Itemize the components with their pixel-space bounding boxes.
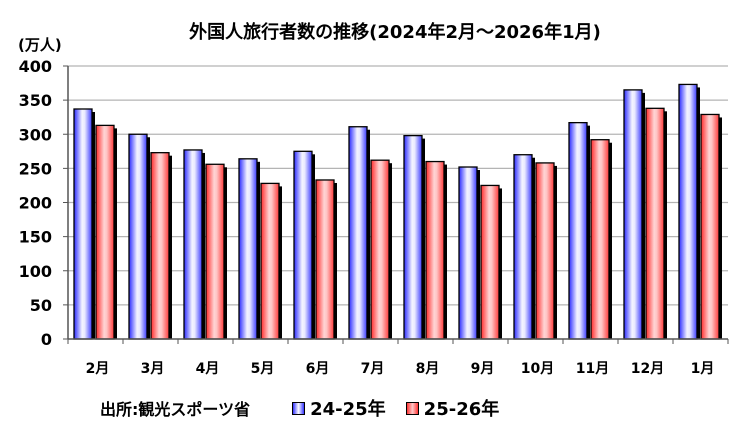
y-tick-label: 50: [30, 296, 52, 315]
legend-swatch-blue: [292, 401, 306, 415]
bar: [260, 182, 280, 340]
bar: [678, 83, 698, 340]
bar: [205, 163, 225, 340]
x-tick-label: 12月: [631, 361, 664, 377]
x-tick-label: 10月: [521, 361, 554, 377]
bar: [150, 152, 170, 340]
legend-label: 25-26年: [423, 399, 500, 420]
x-tick-label: 9月: [471, 361, 495, 377]
bar: [568, 121, 588, 340]
y-axis-unit-label: (万人): [18, 36, 62, 54]
gridlines: [68, 65, 728, 306]
bar: [458, 166, 478, 340]
legend-swatch-red: [405, 401, 419, 415]
bar: [590, 139, 610, 340]
bar: [95, 124, 115, 340]
bar: [183, 149, 203, 340]
source-note: 出所:観光スポーツ省: [100, 400, 251, 419]
x-tick-label: 4月: [196, 361, 220, 377]
x-tick-label: 2月: [86, 361, 110, 377]
y-tick-label: 200: [19, 194, 52, 213]
y-tick-label: 100: [19, 262, 52, 281]
chart-title: 外国人旅行者数の推移(2024年2月～2026年1月): [189, 22, 601, 43]
y-tick-label: 150: [19, 228, 52, 247]
bar: [535, 162, 555, 340]
bar: [623, 89, 643, 340]
x-tick-label: 3月: [141, 361, 165, 377]
bar: [73, 108, 93, 340]
y-tick-label: 300: [19, 125, 52, 144]
x-tick-label: 5月: [251, 361, 275, 377]
bar: [348, 126, 368, 340]
x-axis-ticks: 2月 3月 4月 5月 6月 7月 8月 9月 10月 11月 12月 1月: [86, 361, 715, 377]
x-tick-label: 7月: [361, 361, 385, 377]
x-tick-label: 6月: [306, 361, 330, 377]
bar: [315, 179, 335, 340]
bar: [513, 154, 533, 340]
chart-footer: 出所:観光スポーツ省 24-25年 25-26年: [100, 395, 519, 421]
legend-item-24-25: 24-25年: [292, 395, 386, 421]
bar-series: [73, 83, 722, 340]
y-tick-label: 400: [19, 57, 52, 76]
bar: [480, 184, 500, 340]
x-tick-label: 1月: [691, 361, 715, 377]
bar: [238, 158, 258, 340]
y-tick-label: 350: [19, 91, 52, 110]
bar: [370, 159, 390, 340]
y-tick-label: 0: [41, 330, 52, 349]
bar: [293, 150, 313, 340]
x-tick-label: 8月: [416, 361, 440, 377]
x-tick-label: 11月: [576, 361, 609, 377]
y-tick-label: 250: [19, 159, 52, 178]
bar: [403, 134, 423, 340]
bar: [700, 113, 720, 340]
bar: [425, 160, 445, 340]
bar: [645, 107, 665, 340]
legend-label: 24-25年: [310, 399, 386, 420]
axes: [63, 65, 729, 344]
legend-item-25-26: 25-26年: [405, 395, 500, 421]
bar: [128, 133, 148, 340]
y-axis-ticks: 0 50 100 150 200 250 300 350 400: [19, 57, 52, 349]
